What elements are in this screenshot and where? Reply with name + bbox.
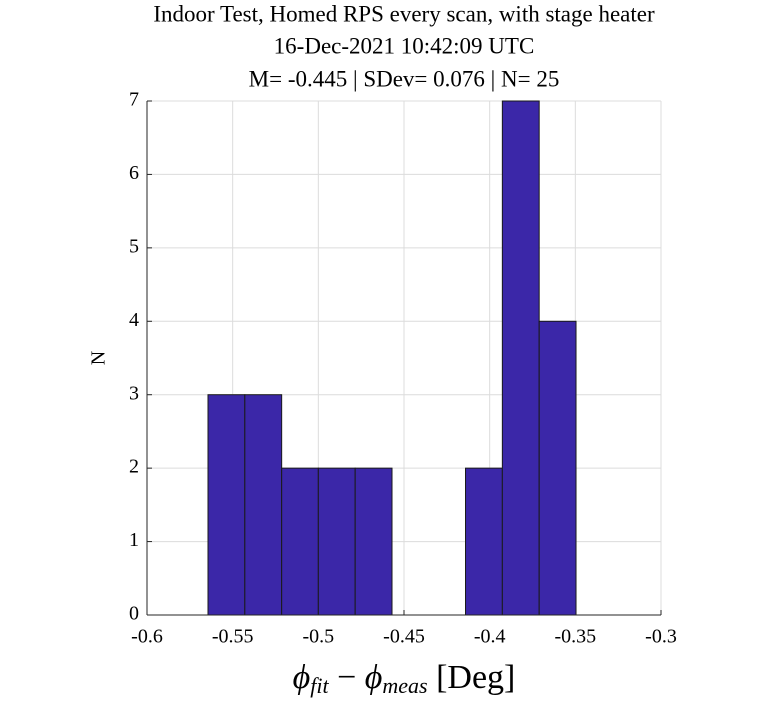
- x-tick-label: -0.5: [302, 626, 334, 648]
- x-axis-label: ϕfit − ϕmeas [Deg]: [293, 659, 516, 698]
- bar: [207, 394, 246, 616]
- y-tick-label: 5: [129, 235, 139, 257]
- y-tick-label: 1: [129, 529, 139, 551]
- x-label-part: −: [329, 659, 365, 696]
- x-label-part: meas: [382, 673, 427, 698]
- x-label-part: fit: [310, 673, 329, 698]
- x-tick-label: -0.6: [131, 626, 163, 648]
- bar: [281, 467, 319, 616]
- y-tick-label: 2: [129, 456, 139, 478]
- bar: [501, 100, 540, 616]
- x-tick-label: -0.4: [474, 626, 506, 648]
- chart-subtitle: 16-Dec-2021 10:42:09 UTC: [274, 33, 535, 58]
- y-tick-label: 7: [129, 89, 139, 111]
- x-tick-label: -0.45: [383, 626, 425, 648]
- chart-title: Indoor Test, Homed RPS every scan, with …: [153, 1, 655, 26]
- y-tick-label: 4: [129, 309, 139, 331]
- bar: [317, 467, 356, 616]
- y-tick-label: 3: [129, 382, 139, 404]
- bar: [465, 467, 503, 616]
- x-label-part: ϕ: [365, 659, 383, 696]
- x-tick-label: -0.55: [212, 626, 254, 648]
- x-label-part: ϕ: [293, 659, 311, 696]
- x-tick-label: -0.35: [554, 626, 596, 648]
- y-axis-label: N: [88, 351, 110, 365]
- chart-stats: M= -0.445 | SDev= 0.076 | N= 25: [249, 66, 560, 91]
- bar: [354, 467, 393, 616]
- x-label-part: [Deg]: [428, 659, 516, 696]
- bar: [538, 320, 577, 616]
- bar: [244, 394, 283, 616]
- y-tick-label: 0: [129, 603, 139, 625]
- x-tick-label: -0.3: [645, 626, 677, 648]
- y-tick-label: 6: [129, 162, 139, 184]
